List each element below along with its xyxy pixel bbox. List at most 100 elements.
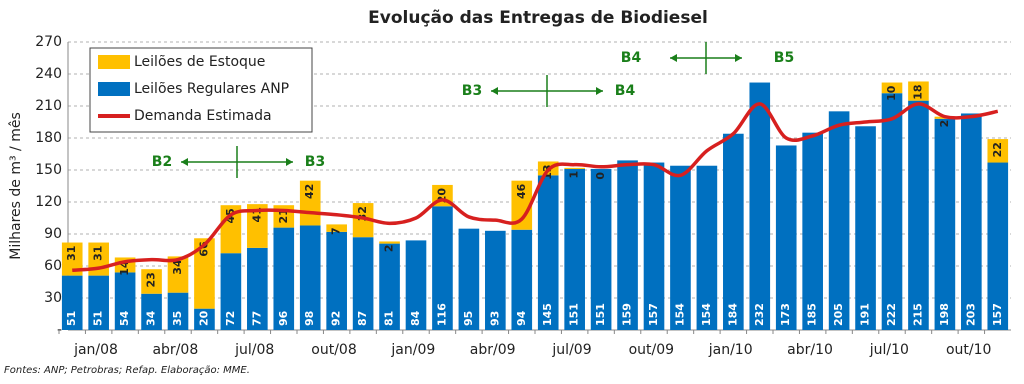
legend-label: Leilões de Estoque: [134, 54, 265, 70]
bar: [881, 82, 903, 94]
bar: [458, 228, 480, 330]
value-label: 7: [330, 227, 343, 235]
bar: [696, 165, 718, 330]
x-tick-label: jan/09: [390, 342, 435, 358]
value-label: 34: [145, 310, 158, 326]
bar: [670, 165, 691, 330]
bar: [881, 93, 903, 330]
value-label: 157: [991, 303, 1004, 326]
phase-label: B3: [462, 83, 482, 99]
legend-swatch: [98, 82, 130, 96]
value-label: 145: [541, 303, 554, 326]
value-label: 154: [700, 303, 713, 326]
x-tick-label: out/09: [629, 342, 674, 358]
x-tick-label: jul/09: [551, 342, 591, 358]
value-label: 34: [171, 259, 184, 275]
value-label: 232: [753, 303, 766, 326]
demand-line: [72, 102, 999, 273]
value-label: 215: [911, 303, 924, 326]
value-label: 93: [488, 311, 501, 326]
bar: [194, 238, 215, 309]
y-axis-label: Milhares de m³ / mês: [8, 112, 24, 259]
value-label: 94: [515, 310, 528, 326]
bar: [326, 224, 347, 232]
x-tick-label: jul/08: [234, 342, 274, 358]
bar: [723, 133, 744, 330]
bar: [643, 162, 665, 330]
value-label: 31: [65, 246, 78, 261]
value-label: 203: [964, 303, 977, 326]
x-tick-label: jan/08: [73, 342, 118, 358]
phase-label: B2: [152, 154, 172, 170]
value-label: 2: [383, 244, 396, 252]
value-label: 42: [303, 184, 316, 199]
value-label: 116: [435, 303, 448, 326]
phase-annotation: B3 B4: [462, 75, 635, 107]
bar: [167, 256, 189, 293]
legend: Leilões de Estoque Leilões Regulares ANP D…: [89, 47, 313, 133]
phase-label: B4: [621, 50, 642, 66]
value-label: 20: [197, 310, 210, 326]
y-tick-label: 90: [44, 226, 62, 242]
phase-label: B3: [305, 154, 325, 170]
bar: [908, 81, 929, 101]
value-label: 185: [806, 303, 819, 326]
bar: [379, 243, 400, 330]
bar: [537, 175, 559, 330]
x-tick-label: abr/10: [787, 342, 833, 358]
bar: [511, 180, 533, 230]
source-note: Fontes: ANP; Petrobras; Refap. Elaboraçã…: [4, 365, 250, 376]
value-label: 98: [303, 311, 316, 326]
bar: [564, 167, 585, 169]
phase-annotation: B4 B5: [621, 42, 794, 74]
phase-label: B5: [774, 50, 794, 66]
bar: [194, 308, 215, 330]
value-label: 72: [224, 311, 237, 326]
value-label: 51: [65, 311, 78, 326]
bar: [405, 240, 427, 330]
bar: [855, 126, 876, 331]
value-label: 51: [92, 311, 105, 326]
bar: [141, 269, 162, 294]
y-tick-label: 240: [35, 66, 62, 82]
bar: [220, 253, 242, 330]
value-label: 87: [356, 311, 369, 326]
value-label: 66: [197, 241, 210, 257]
bar: [247, 247, 268, 330]
x-tick-label: abr/09: [470, 342, 516, 358]
value-label: 96: [277, 310, 290, 326]
bar: [61, 275, 83, 330]
bar: [802, 132, 823, 330]
value-label: 46: [515, 183, 528, 199]
value-label: 35: [171, 311, 184, 326]
bar: [987, 162, 1009, 330]
bar: [775, 145, 797, 330]
y-tick-label: 270: [35, 34, 62, 50]
value-label: 0: [594, 172, 607, 180]
x-tick-label: jan/10: [708, 342, 753, 358]
x-tick-label: abr/08: [152, 342, 198, 358]
bar: [167, 292, 189, 330]
x-tick-label: out/08: [311, 342, 356, 358]
value-label: 191: [859, 303, 872, 326]
value-label: 157: [647, 303, 660, 326]
y-tick-label: 180: [35, 130, 62, 146]
value-label: 2: [938, 120, 951, 128]
bar: [273, 227, 295, 330]
chart-title: Evolução das Entregas de Biodiesel: [368, 8, 708, 28]
bar: [141, 293, 162, 330]
bar: [432, 206, 453, 330]
value-label: 18: [911, 84, 924, 99]
value-label: 1: [568, 171, 581, 179]
value-label: 31: [92, 246, 105, 261]
y-tick-label: 210: [35, 98, 62, 114]
value-label: 23: [145, 272, 158, 287]
value-label: 198: [938, 303, 951, 326]
value-label: 154: [673, 303, 686, 326]
value-label: 205: [832, 303, 845, 326]
y-tick-label: 30: [44, 290, 62, 306]
bar: [114, 272, 136, 330]
value-label: 81: [383, 311, 396, 326]
value-label: 159: [621, 303, 634, 326]
